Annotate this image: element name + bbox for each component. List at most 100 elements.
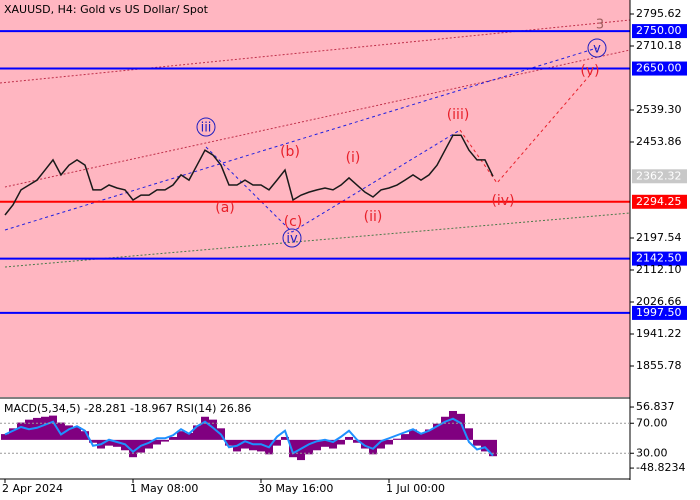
wave-label: (a) [215, 200, 235, 216]
macd-bar [169, 436, 177, 440]
macd-bar [49, 415, 57, 440]
macd-bar [345, 436, 353, 440]
level-label: 1997.50 [636, 306, 682, 319]
plot-background [0, 0, 630, 397]
wave-circle [587, 38, 607, 58]
macd-bar [89, 439, 97, 443]
y-tick-label: 56.837 [636, 400, 675, 413]
y-tick-label: 70.00 [636, 416, 668, 429]
macd-bar [41, 416, 49, 440]
indicator-title: MACD(5,34,5) -28.281 -18.967 RSI(14) 26.… [4, 402, 251, 415]
macd-bar [193, 425, 201, 440]
macd-bar [113, 439, 121, 447]
macd-bar [9, 428, 17, 440]
wave-label: 3 [596, 18, 604, 33]
macd-bar [65, 425, 73, 440]
macd-bar [81, 431, 89, 440]
wave-labels: (iii) iii (b) (i) (a) (c) iv (ii) (iv) (… [196, 18, 607, 248]
macd-bar [105, 439, 113, 446]
wave-line [205, 129, 461, 233]
macd-bar [321, 439, 329, 447]
x-tick-label: 1 Jul 00:00 [386, 482, 445, 495]
macd-bar [153, 439, 161, 445]
wave-line [4, 47, 598, 231]
y-tick-label: 2710.18 [636, 39, 682, 52]
macd-bar [425, 429, 433, 440]
macd-bar [297, 439, 305, 461]
level-label-box [632, 61, 687, 76]
y-tick-label: 2197.54 [636, 231, 682, 244]
channel-line [4, 49, 631, 188]
macd-bar [161, 439, 169, 442]
y-tick-label: 2026.66 [636, 295, 682, 308]
x-tick-label: 2 Apr 2024 [2, 482, 63, 495]
macd-bar [209, 419, 217, 440]
macd-bar [225, 439, 233, 446]
y-tick-label: 2112.10 [636, 263, 682, 276]
macd-bar [145, 439, 153, 449]
wave-label: (v) [580, 63, 599, 79]
macd-bar [1, 434, 9, 440]
level-label: 2650.00 [636, 62, 682, 75]
price-line [4, 134, 494, 216]
y-tick-label: 1855.78 [636, 359, 682, 372]
macd-bar [409, 429, 417, 440]
macd-bar [393, 438, 401, 440]
wave-label: (iii) [447, 107, 470, 123]
level-label-box [632, 251, 687, 266]
macd-bar [457, 413, 465, 440]
y-tick-label: 30.00 [636, 446, 668, 459]
level-label: 2294.25 [636, 195, 682, 208]
macd-bar [185, 432, 193, 440]
wave-label: iii [201, 121, 212, 136]
macd-bar [449, 410, 457, 440]
wave-circle [196, 117, 216, 137]
macd-bar [201, 416, 209, 440]
series [4, 134, 494, 216]
macd-bar [17, 422, 25, 440]
rsi-line [4, 417, 494, 457]
y-tick-label: 2453.86 [636, 135, 682, 148]
wave-circle [282, 228, 302, 248]
wave-label: (b) [280, 144, 300, 160]
macd-bar [281, 436, 289, 440]
macd-bar [465, 428, 473, 440]
channel-line [0, 19, 631, 84]
level-label-box [632, 194, 687, 209]
macd-bar [433, 423, 441, 440]
level-label-box [632, 24, 687, 39]
wave-label: (c) [284, 214, 303, 230]
chart-title: XAUUSD, H4: Gold vs US Dollar/ Spot [4, 3, 209, 16]
macd-bar [57, 422, 65, 440]
macd-bar [241, 439, 249, 449]
wave-label: (iv) [491, 193, 514, 209]
macd-bar [313, 439, 321, 451]
level-label: 2142.50 [636, 252, 682, 265]
macd-bar [489, 439, 497, 457]
macd-bar [401, 434, 409, 440]
macd-bar [441, 416, 449, 440]
levels: 2750.00 2650.00 2294.25 2142.50 1997.50 [0, 24, 687, 320]
macd-bar [329, 439, 337, 449]
macd-bar [33, 417, 41, 440]
macd-bar [273, 439, 281, 446]
macd-bar [369, 439, 377, 455]
macd-bar [353, 439, 361, 443]
macd-bar [473, 439, 481, 446]
wave-label: (ii) [364, 209, 383, 225]
y-tick-label: -48.8234 [636, 461, 685, 474]
y-tick-label: 1941.22 [636, 327, 682, 340]
wave-label: v [593, 42, 601, 57]
x-tick-label: 1 May 08:00 [130, 482, 198, 495]
macd-bar [337, 439, 345, 445]
macd-bar [129, 439, 137, 458]
level-label-box [632, 305, 687, 320]
macd-bar [257, 439, 265, 452]
macd-bar [417, 432, 425, 440]
level-label: 2750.00 [636, 24, 682, 37]
macd-bar [73, 427, 81, 440]
wave-label: iv [286, 232, 298, 247]
price-label-box [632, 169, 687, 184]
macd-bar [177, 431, 185, 440]
